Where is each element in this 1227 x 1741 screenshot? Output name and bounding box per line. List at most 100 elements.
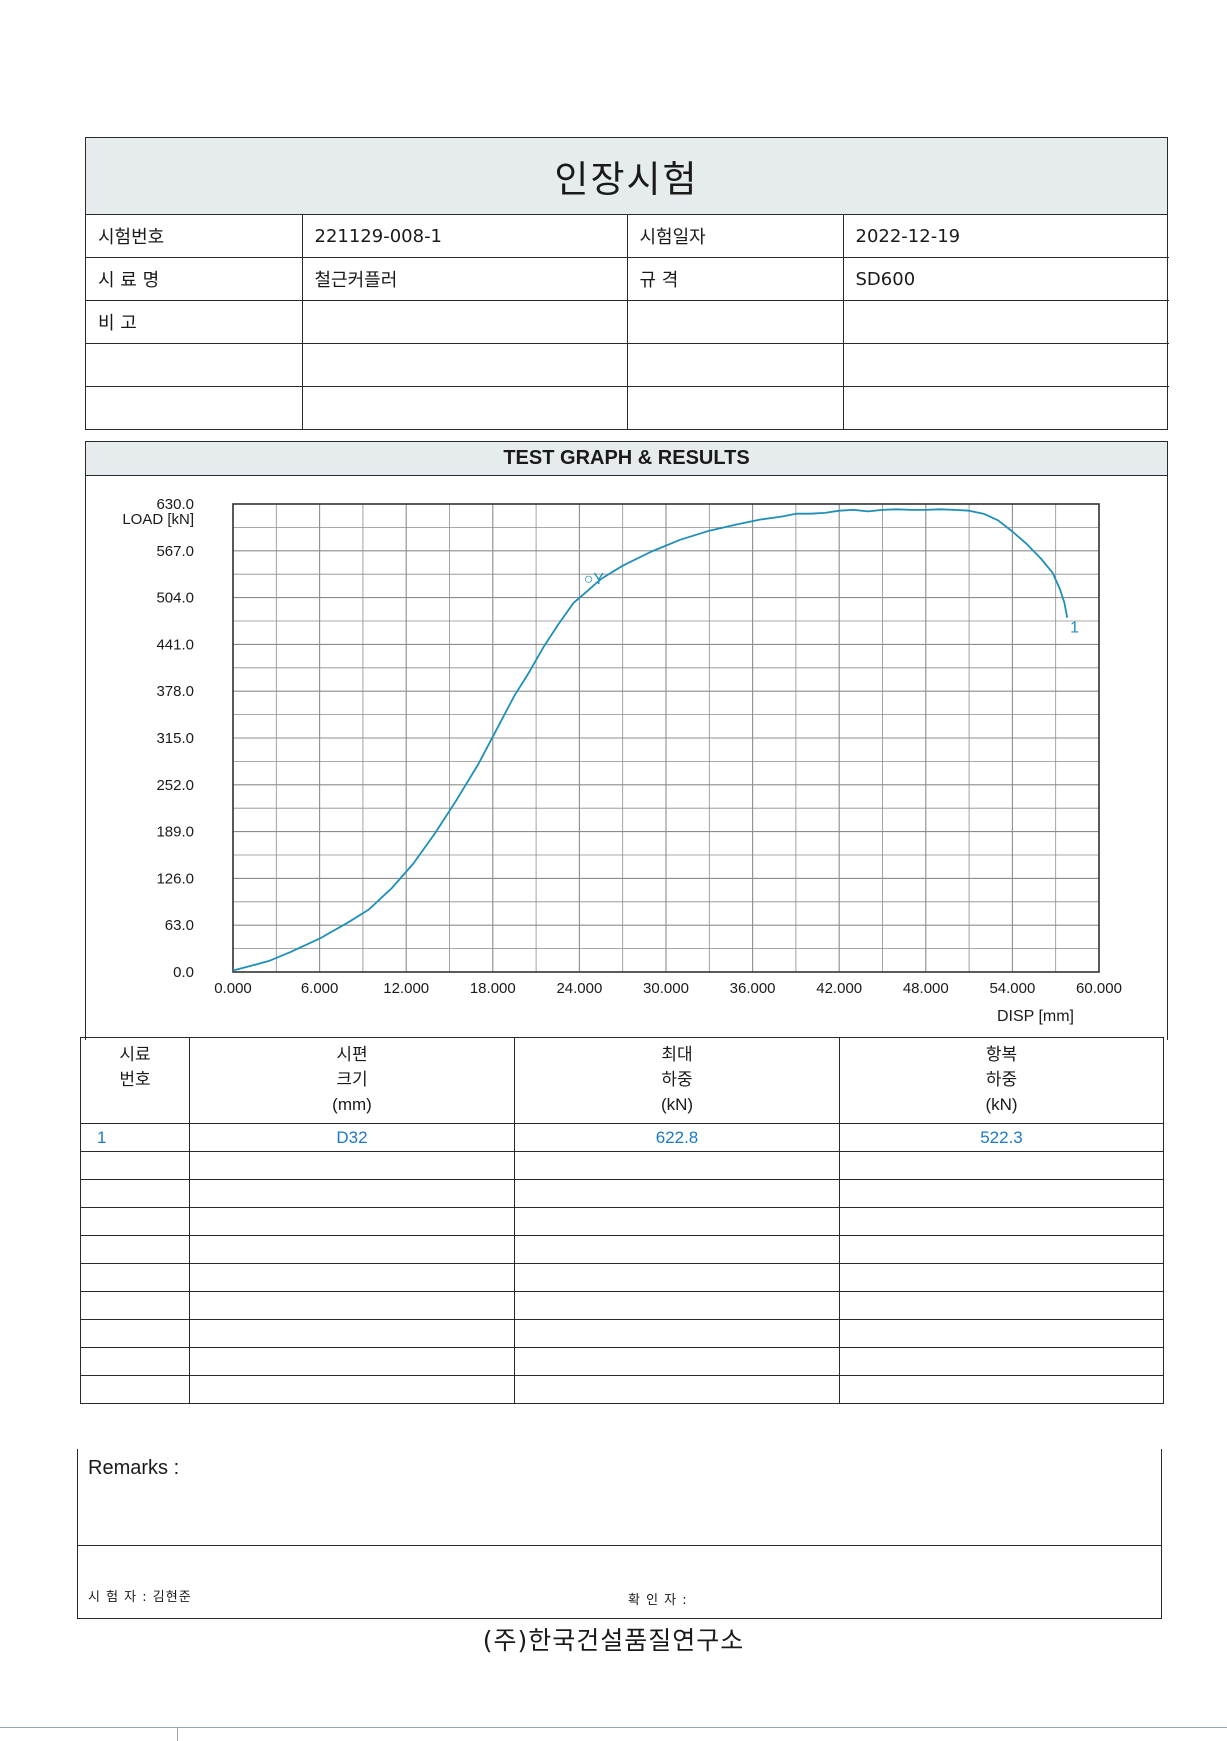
results-row <box>80 1319 1164 1348</box>
results-cell <box>80 1151 190 1180</box>
results-cell <box>80 1179 190 1208</box>
results-row: 1 D32 622.8 522.3 <box>80 1123 1164 1152</box>
info-cell-value1: 철근커플러 <box>301 257 628 301</box>
info-row <box>86 343 1169 387</box>
results-cell <box>839 1151 1164 1180</box>
results-cell: 522.3 <box>839 1123 1164 1152</box>
info-cell-label1 <box>86 386 303 429</box>
info-row: 시험번호 221129-008-1 시험일자 2022-12-19 <box>86 215 1169 258</box>
document-title: 인장시험 <box>86 138 1167 215</box>
footer-tick <box>177 1727 178 1741</box>
results-row <box>80 1179 1164 1208</box>
results-row <box>80 1291 1164 1320</box>
results-cell <box>189 1207 515 1236</box>
info-cell-label1 <box>86 343 303 387</box>
graph-panel: 0.0 63.0 126.0 189.0 252.0 315.0 378.0 441.0 504… <box>85 475 1168 1040</box>
remarks-divider <box>78 1545 1161 1546</box>
results-header: 시료 번호 <box>80 1037 190 1124</box>
y-tick-label: 315.0 <box>156 730 194 747</box>
results-cell <box>839 1263 1164 1292</box>
results-cell <box>514 1319 840 1348</box>
results-cell <box>514 1151 840 1180</box>
info-cell-label1: 시 료 명 <box>86 257 303 301</box>
series-line <box>232 508 1069 972</box>
results-row <box>80 1207 1164 1236</box>
info-cell-label1: 시험번호 <box>86 215 303 258</box>
section-title: TEST GRAPH & RESULTS <box>85 441 1168 476</box>
y-tick-label: 189.0 <box>156 824 194 841</box>
info-cell-value1 <box>301 300 628 344</box>
y-tick-label: 63.0 <box>165 917 194 934</box>
y-axis-label: LOAD [kN] <box>122 511 194 528</box>
info-cell-label1: 비 고 <box>86 300 303 344</box>
results-cell <box>189 1263 515 1292</box>
x-axis-label: DISP [mm] <box>997 1008 1074 1025</box>
results-cell <box>189 1347 515 1376</box>
results-cell: D32 <box>189 1123 515 1152</box>
results-cell <box>80 1347 190 1376</box>
results-cell <box>80 1319 190 1348</box>
results-cell <box>514 1347 840 1376</box>
info-cell-value2: 2022-12-19 <box>842 215 1169 258</box>
x-tick-label: 18.000 <box>470 980 516 997</box>
results-cell <box>80 1235 190 1264</box>
results-cell <box>514 1375 840 1404</box>
y-tick-label: 0.0 <box>173 964 194 981</box>
info-cell-label2 <box>626 343 844 387</box>
company-name: (주)한국건설품질연구소 <box>482 1626 745 1655</box>
x-tick-label: 36.000 <box>730 980 776 997</box>
results-cell <box>514 1207 840 1236</box>
x-tick-label: 30.000 <box>643 980 689 997</box>
info-cell-value2: SD600 <box>842 257 1169 301</box>
info-cell-value1 <box>301 386 628 429</box>
results-header: 최대 하중 (kN) <box>514 1037 840 1124</box>
results-cell <box>514 1291 840 1320</box>
y-tick-label: 630.0 <box>156 496 194 513</box>
remarks-box: Remarks : 시 험 자 : 김현준 확 인 자 : <box>77 1449 1162 1619</box>
x-tick-label: 24.000 <box>556 980 602 997</box>
y-tick-label: 126.0 <box>156 870 194 887</box>
plot-border <box>232 503 1100 973</box>
info-cell-value1: 221129-008-1 <box>301 215 628 258</box>
info-table: 시험번호 221129-008-1 시험일자 2022-12-19 시 료 명 철근커플러… <box>86 215 1169 429</box>
info-cell-label2: 시험일자 <box>626 215 844 258</box>
results-cell <box>80 1375 190 1404</box>
results-cell <box>189 1179 515 1208</box>
info-cell-value2 <box>842 300 1169 344</box>
results-cell <box>80 1263 190 1292</box>
results-cell <box>839 1291 1164 1320</box>
results-header: 항복 하중 (kN) <box>839 1037 1164 1124</box>
y-tick-label: 567.0 <box>156 543 194 560</box>
results-cell <box>839 1235 1164 1264</box>
footer-rule <box>0 1727 1227 1728</box>
results-cell <box>189 1291 515 1320</box>
info-cell-label2 <box>626 386 844 429</box>
chart-annotation: 1 <box>1070 620 1079 637</box>
info-row: 비 고 <box>86 300 1169 344</box>
results-cell <box>839 1179 1164 1208</box>
info-row: 시 료 명 철근커플러 규 격 SD600 <box>86 257 1169 301</box>
test-info-frame: 인장시험 시험번호 221129-008-1 시험일자 2022-12-19 시 료 명… <box>85 137 1169 430</box>
results-cell <box>80 1207 190 1236</box>
confirmer-label: 확 인 자 : <box>628 1593 688 1608</box>
results-header: 시편 크기 (mm) <box>189 1037 515 1124</box>
results-cell <box>839 1347 1164 1376</box>
results-row <box>80 1347 1164 1376</box>
results-table: 시료 번호 시편 크기 (mm) 최대 하중 (kN) 항복 하중 (kN) 1 D32… <box>80 1037 1164 1404</box>
y-tick-label: 252.0 <box>156 777 194 794</box>
x-tick-label: 54.000 <box>989 980 1035 997</box>
results-row <box>80 1375 1164 1404</box>
results-cell <box>514 1263 840 1292</box>
x-tick-label: 12.000 <box>383 980 429 997</box>
y-tick-label: 504.0 <box>156 590 194 607</box>
remarks-label: Remarks : <box>88 1457 180 1479</box>
info-cell-value1 <box>301 343 628 387</box>
x-tick-label: 60.000 <box>1076 980 1122 997</box>
x-tick-label: 48.000 <box>903 980 949 997</box>
results-cell <box>80 1291 190 1320</box>
results-cell: 1 <box>80 1123 190 1152</box>
results-row <box>80 1151 1164 1180</box>
tester-label: 시 험 자 : 김현준 <box>88 1590 192 1605</box>
y-tick-label: 378.0 <box>156 683 194 700</box>
x-tick-label: 6.000 <box>301 980 339 997</box>
